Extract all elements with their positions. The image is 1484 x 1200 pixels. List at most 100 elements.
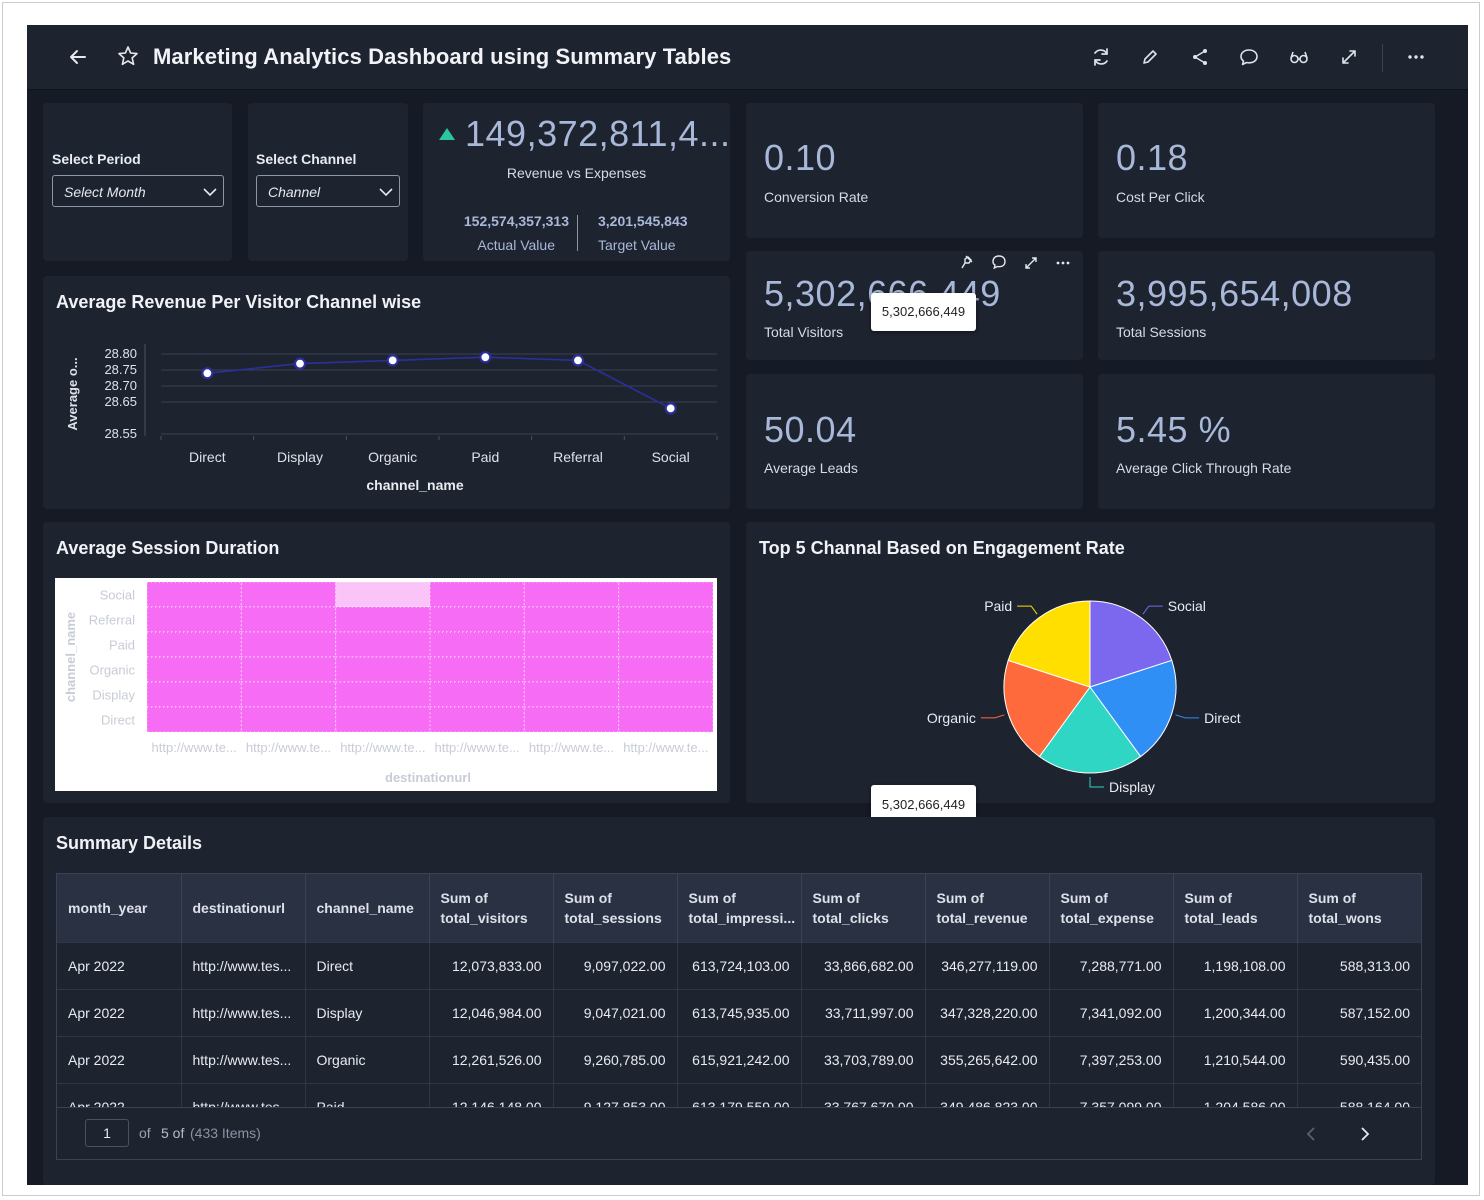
conversion-rate-card: 0.10 Conversion Rate (746, 103, 1083, 238)
column-header[interactable]: Sum of total_visitors (429, 874, 554, 943)
data-point (571, 354, 585, 367)
pie-slice (1089, 600, 1173, 688)
table-body: Apr 2022 http://www.tes... Direct 12,073,83… (57, 942, 1421, 1107)
data-point (201, 367, 214, 380)
expand-icon[interactable] (1022, 254, 1040, 272)
table-cell: http://www.tes... (181, 1083, 306, 1107)
y-axis-title: Average o... (65, 357, 80, 430)
column-header[interactable]: Sum of total_impressi... (677, 874, 802, 943)
heatmap-canvas: Social Referral Paid Organic Display Direct ht… (55, 578, 717, 791)
revenue-kpi-card: 149,372,811,4... Revenue vs Expenses 152… (423, 103, 730, 261)
line-chart-title: Average Revenue Per Visitor Channel wise (56, 292, 422, 312)
table-cell: 12,046,984.00 (429, 989, 554, 1037)
previous-page-icon[interactable] (1301, 1124, 1321, 1144)
pagination-bar: 1 of 5 of (433 Items) (57, 1107, 1421, 1159)
table-cell: Apr 2022 (57, 1036, 182, 1084)
table-cell: 590,435.00 (1297, 1036, 1421, 1084)
x-tick-label: http://www.te... (246, 740, 331, 755)
comment-icon[interactable] (1238, 46, 1260, 68)
table-cell: 613,179,559.00 (677, 1083, 802, 1107)
table-row[interactable]: Apr 2022 http://www.tes... Display 12,046,9… (57, 989, 1421, 1037)
refresh-icon[interactable] (1090, 46, 1112, 68)
page-input[interactable]: 1 (85, 1119, 129, 1147)
pie-slice (1089, 659, 1177, 758)
heatmap-cell (335, 606, 431, 633)
total-sessions-value: 3,995,654,008 (1116, 273, 1353, 314)
column-header[interactable]: channel_name (305, 874, 430, 943)
x-axis-title: channel_name (366, 477, 463, 493)
period-select[interactable]: Select Month (52, 175, 224, 207)
y-tick-label: Direct (101, 713, 135, 728)
view-glasses-icon[interactable] (1288, 46, 1310, 68)
table-cell: 9,097,022.00 (553, 942, 678, 990)
column-header[interactable]: Sum of total_leads (1173, 874, 1298, 943)
heatmap-cell (240, 706, 337, 733)
table-header-row: month_year destinationurl channel_name Sum … (57, 874, 1421, 943)
x-tick-label: Display (277, 449, 323, 465)
fullscreen-icon[interactable] (1338, 46, 1360, 68)
table-row[interactable]: Apr 2022 http://www.tes... Direct 12,073,83… (57, 942, 1421, 990)
heatmap-cell (523, 581, 620, 608)
pie-label: Social (1168, 598, 1206, 614)
table-cell: 9,047,021.00 (553, 989, 678, 1037)
table-cell: 9,260,785.00 (553, 1036, 678, 1084)
pie-slice (1038, 686, 1142, 774)
heatmap-cell (335, 706, 431, 733)
channel-filter-card: Select Channel Channel (248, 103, 408, 261)
summary-title: Summary Details (56, 833, 203, 853)
table-row[interactable]: Apr 2022 http://www.tes... Paid 12,146,148.… (57, 1083, 1421, 1107)
heatmap-cell (146, 631, 242, 658)
next-page-icon[interactable] (1355, 1124, 1375, 1144)
table-cell: 613,745,935.00 (677, 989, 802, 1037)
pie-label: Direct (1204, 710, 1241, 726)
more-options-icon[interactable] (1405, 46, 1427, 68)
favorite-star-icon[interactable] (117, 45, 139, 67)
y-tick-label: 28.65 (104, 394, 137, 409)
pie-label-leader (1017, 605, 1038, 615)
channel-select[interactable]: Channel (256, 175, 400, 207)
column-header[interactable]: destinationurl (181, 874, 306, 943)
table-cell: 7,357,099.00 (1049, 1083, 1174, 1107)
pin-icon[interactable] (959, 253, 977, 271)
y-tick-label: 28.75 (104, 362, 137, 377)
heatmap-cell (146, 606, 242, 633)
back-arrow-icon[interactable] (67, 46, 89, 68)
pie-label-leader (1089, 777, 1104, 788)
heatmap-cell (146, 706, 242, 733)
table-cell: 588,313.00 (1297, 942, 1421, 990)
column-header[interactable]: month_year (57, 874, 182, 943)
pie-title: Top 5 Channal Based on Engagement Rate (759, 538, 1125, 558)
period-select-value: Select Month (64, 184, 146, 200)
column-header[interactable]: Sum of total_wons (1297, 874, 1421, 943)
edit-pencil-icon[interactable] (1139, 46, 1161, 68)
column-header[interactable]: Sum of total_sessions (553, 874, 678, 943)
column-header[interactable]: Sum of total_clicks (801, 874, 926, 943)
table-cell: Direct (305, 942, 430, 990)
chevron-down-icon (379, 188, 393, 197)
share-icon[interactable] (1189, 46, 1211, 68)
x-tick-label: Organic (368, 449, 417, 465)
column-header[interactable]: Sum of total_expense (1049, 874, 1174, 943)
heatmap-panel: Average Session Duration Social Referral P… (43, 522, 730, 803)
table-cell: 1,204,586.00 (1173, 1083, 1298, 1107)
column-header[interactable]: Sum of total_revenue (925, 874, 1050, 943)
more-options-icon[interactable] (1054, 254, 1072, 272)
y-tick-label: Social (100, 588, 136, 603)
avg-ctr-value: 5.45 % (1116, 409, 1232, 450)
heatmap-cell (240, 606, 337, 633)
table-cell: 347,328,220.00 (925, 989, 1050, 1037)
heatmap-cell (240, 631, 337, 658)
total-visitors-label: Total Visitors (764, 324, 844, 340)
y-tick-label: 28.55 (104, 426, 137, 441)
table-row[interactable]: Apr 2022 http://www.tes... Organic 12,261,5… (57, 1036, 1421, 1084)
summary-scroll-area[interactable]: month_year destinationurl channel_name Sum … (57, 874, 1421, 1107)
table-cell: Apr 2022 (57, 1083, 182, 1107)
dashboard-app: Marketing Analytics Dashboard using Summ… (27, 25, 1468, 1185)
comment-icon[interactable] (990, 253, 1008, 271)
target-value-label: Target Value (598, 237, 676, 253)
heatmap-cell (240, 581, 337, 608)
actual-value-label: Actual Value (477, 237, 555, 253)
y-tick-label: Referral (89, 613, 135, 628)
